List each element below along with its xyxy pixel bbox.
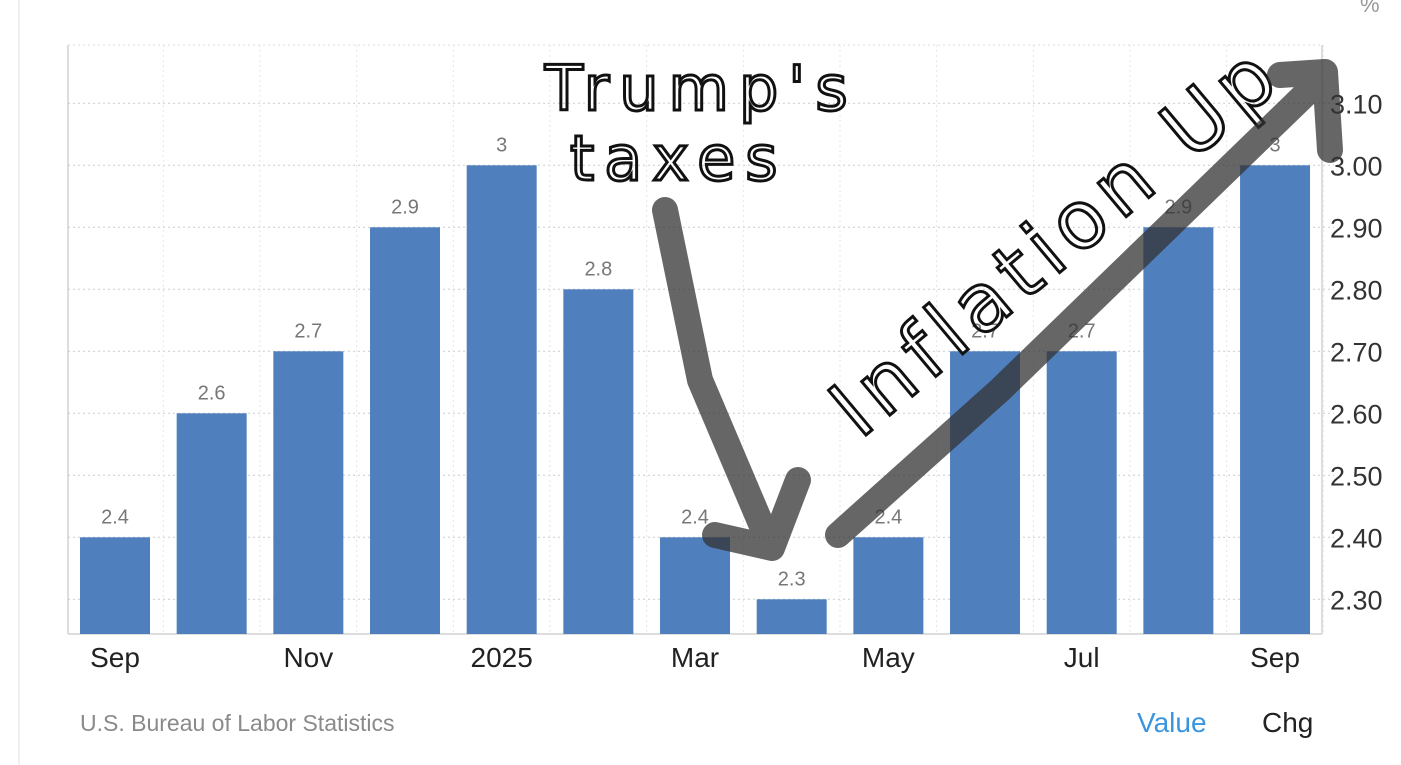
x-tick-label: Jul [1064, 642, 1100, 673]
data-label: 2.8 [584, 258, 612, 280]
y-tick-label: 2.40 [1330, 523, 1383, 553]
arrow-up-annotation [825, 59, 1343, 548]
bar-oct [176, 413, 247, 634]
data-label: 3 [496, 134, 507, 156]
x-tick-label: May [862, 642, 915, 673]
x-tick-label: 2025 [471, 642, 533, 673]
change-toggle-button[interactable]: Chg [1262, 707, 1314, 738]
data-label: 2.6 [198, 382, 226, 404]
bar-feb [563, 289, 634, 634]
x-tick-label: Nov [283, 642, 333, 673]
source-label: U.S. Bureau of Labor Statistics [80, 710, 395, 736]
data-label: 2.4 [681, 506, 709, 528]
y-tick-label: 2.30 [1330, 585, 1383, 615]
data-label: 2.4 [101, 506, 129, 528]
y-unit-label: % [1360, 0, 1380, 17]
data-label: 2.7 [971, 320, 999, 342]
x-tick-label: Sep [90, 642, 140, 673]
bar-nov [273, 351, 344, 634]
bar-mar [660, 537, 731, 634]
left-border [18, 0, 20, 765]
bar-jan [466, 165, 537, 634]
bar-may [853, 537, 924, 634]
annotation-text: taxes [570, 122, 788, 195]
y-tick-label: 2.80 [1330, 275, 1383, 305]
arrow-down-annotation [652, 197, 811, 561]
annotation-text: Trump's [544, 52, 858, 125]
x-tick-label: Sep [1250, 642, 1300, 673]
data-label: 2.7 [294, 320, 322, 342]
value-toggle-button[interactable]: Value [1137, 707, 1207, 738]
bar-apr [756, 599, 827, 634]
y-tick-label: 2.70 [1330, 337, 1383, 367]
bar-dec [370, 227, 441, 634]
bar-jul [1046, 351, 1117, 634]
y-tick-label: 2.60 [1330, 399, 1383, 429]
bar-sep [1240, 165, 1311, 634]
y-tick-label: 2.50 [1330, 461, 1383, 491]
y-tick-label: 2.90 [1330, 213, 1383, 243]
data-label: 2.3 [778, 568, 806, 590]
bar-sep [80, 537, 150, 634]
x-tick-label: Mar [671, 642, 719, 673]
data-label: 3 [1269, 134, 1280, 156]
data-label: 2.9 [391, 196, 419, 218]
bar-aug [1143, 227, 1214, 634]
